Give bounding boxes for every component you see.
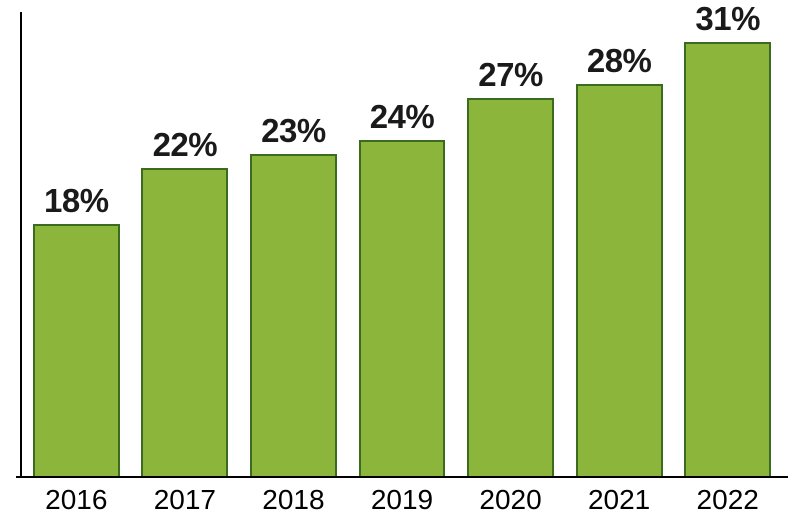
x-tick-label: 2021: [565, 484, 674, 516]
bars-container: [22, 14, 782, 476]
bar: [141, 168, 228, 476]
bar: [684, 42, 771, 476]
bar-value-label: 31%: [673, 0, 782, 38]
bar: [33, 224, 120, 476]
bar-value-label: 28%: [565, 42, 674, 80]
bar: [359, 140, 446, 476]
y-axis: [20, 12, 22, 478]
bar-value-label: 18%: [22, 182, 131, 220]
x-tick-label: 2016: [22, 484, 131, 516]
bar: [467, 98, 554, 476]
bar-value-label: 22%: [131, 126, 240, 164]
bar: [576, 84, 663, 476]
x-axis: [16, 476, 788, 478]
x-tick-label: 2017: [131, 484, 240, 516]
bar-value-label: 24%: [348, 98, 457, 136]
bar-value-label: 23%: [239, 112, 348, 150]
x-tick-label: 2018: [239, 484, 348, 516]
plot-area: [22, 14, 782, 476]
x-tick-label: 2022: [673, 484, 782, 516]
bar-chart: 18% 2016 22% 2017 23% 2018 24% 2019 27% 2020 28% 20…: [0, 0, 800, 529]
x-tick-label: 2020: [456, 484, 565, 516]
x-tick-label: 2019: [348, 484, 457, 516]
bar-value-label: 27%: [456, 56, 565, 94]
bar: [250, 154, 337, 476]
